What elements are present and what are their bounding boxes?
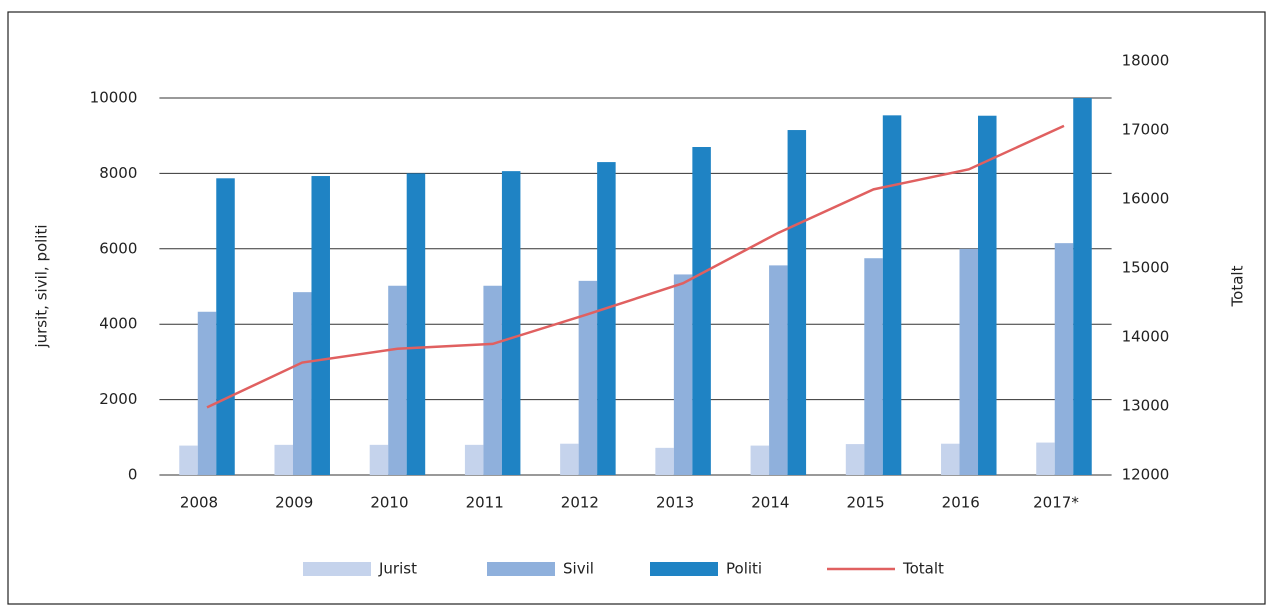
bar xyxy=(292,292,312,475)
bar xyxy=(483,285,502,475)
y-tick-label: 6000 xyxy=(99,239,137,257)
bar xyxy=(406,173,426,475)
y2-tick-label: 16000 xyxy=(1122,190,1170,208)
legend-label: Politi xyxy=(726,560,762,578)
frame xyxy=(7,11,1266,605)
y2-tick-label: 13000 xyxy=(1122,397,1170,415)
y-tick-label: 10000 xyxy=(90,89,138,107)
line xyxy=(206,124,1065,409)
x-tick-label: 2014 xyxy=(751,494,789,512)
bar xyxy=(769,265,788,475)
legend-swatch xyxy=(303,562,371,576)
bar xyxy=(959,248,979,475)
bar xyxy=(388,285,407,475)
bar xyxy=(311,176,330,475)
bar xyxy=(750,445,770,475)
y-tick-label: 0 xyxy=(128,466,138,484)
bar xyxy=(369,444,389,475)
bar xyxy=(882,115,902,475)
bar xyxy=(864,258,883,475)
bar xyxy=(216,178,235,475)
bar xyxy=(501,171,521,475)
bar xyxy=(978,115,997,476)
x-tick-label: 2013 xyxy=(656,494,694,512)
y-axis-label: jursit, sivil, politi xyxy=(33,224,51,348)
x-tick-label: 2009 xyxy=(275,494,313,512)
y2-tick-label: 12000 xyxy=(1122,466,1170,484)
x-tick-label: 2010 xyxy=(370,494,408,512)
bar xyxy=(655,447,674,475)
bar xyxy=(673,274,693,475)
x-tick-label: 2011 xyxy=(466,494,504,512)
y2-axis-label: Totalt xyxy=(1229,265,1247,307)
bar xyxy=(578,280,598,475)
bar xyxy=(1073,98,1092,475)
bar xyxy=(1054,243,1074,475)
x-tick-label: 2016 xyxy=(942,494,980,512)
bar xyxy=(179,445,198,475)
bar xyxy=(787,130,807,476)
y2-tick-label: 14000 xyxy=(1122,328,1170,346)
bar xyxy=(464,444,484,475)
y2-tick-label: 18000 xyxy=(1122,52,1170,70)
bar xyxy=(597,162,616,475)
legend-swatch xyxy=(650,562,718,576)
bar xyxy=(197,311,217,475)
bar xyxy=(941,443,960,475)
bar xyxy=(274,444,293,475)
bar xyxy=(845,444,865,475)
x-tick-label: 2017* xyxy=(1033,494,1079,512)
y-tick-label: 8000 xyxy=(99,164,137,182)
y-tick-label: 4000 xyxy=(99,315,137,333)
x-tick-label: 2015 xyxy=(846,494,884,512)
y-tick-label: 2000 xyxy=(99,390,137,408)
legend-label: Sivil xyxy=(563,560,594,578)
bar xyxy=(1036,442,1055,475)
bar xyxy=(692,147,711,475)
legend-label: Totalt xyxy=(902,560,944,578)
bar xyxy=(560,443,579,475)
x-tick-label: 2008 xyxy=(180,494,218,512)
legend-swatch xyxy=(487,562,555,576)
legend-label: Jurist xyxy=(378,560,417,578)
y2-tick-label: 17000 xyxy=(1122,121,1170,139)
x-tick-label: 2012 xyxy=(561,494,599,512)
y2-tick-label: 15000 xyxy=(1122,259,1170,277)
